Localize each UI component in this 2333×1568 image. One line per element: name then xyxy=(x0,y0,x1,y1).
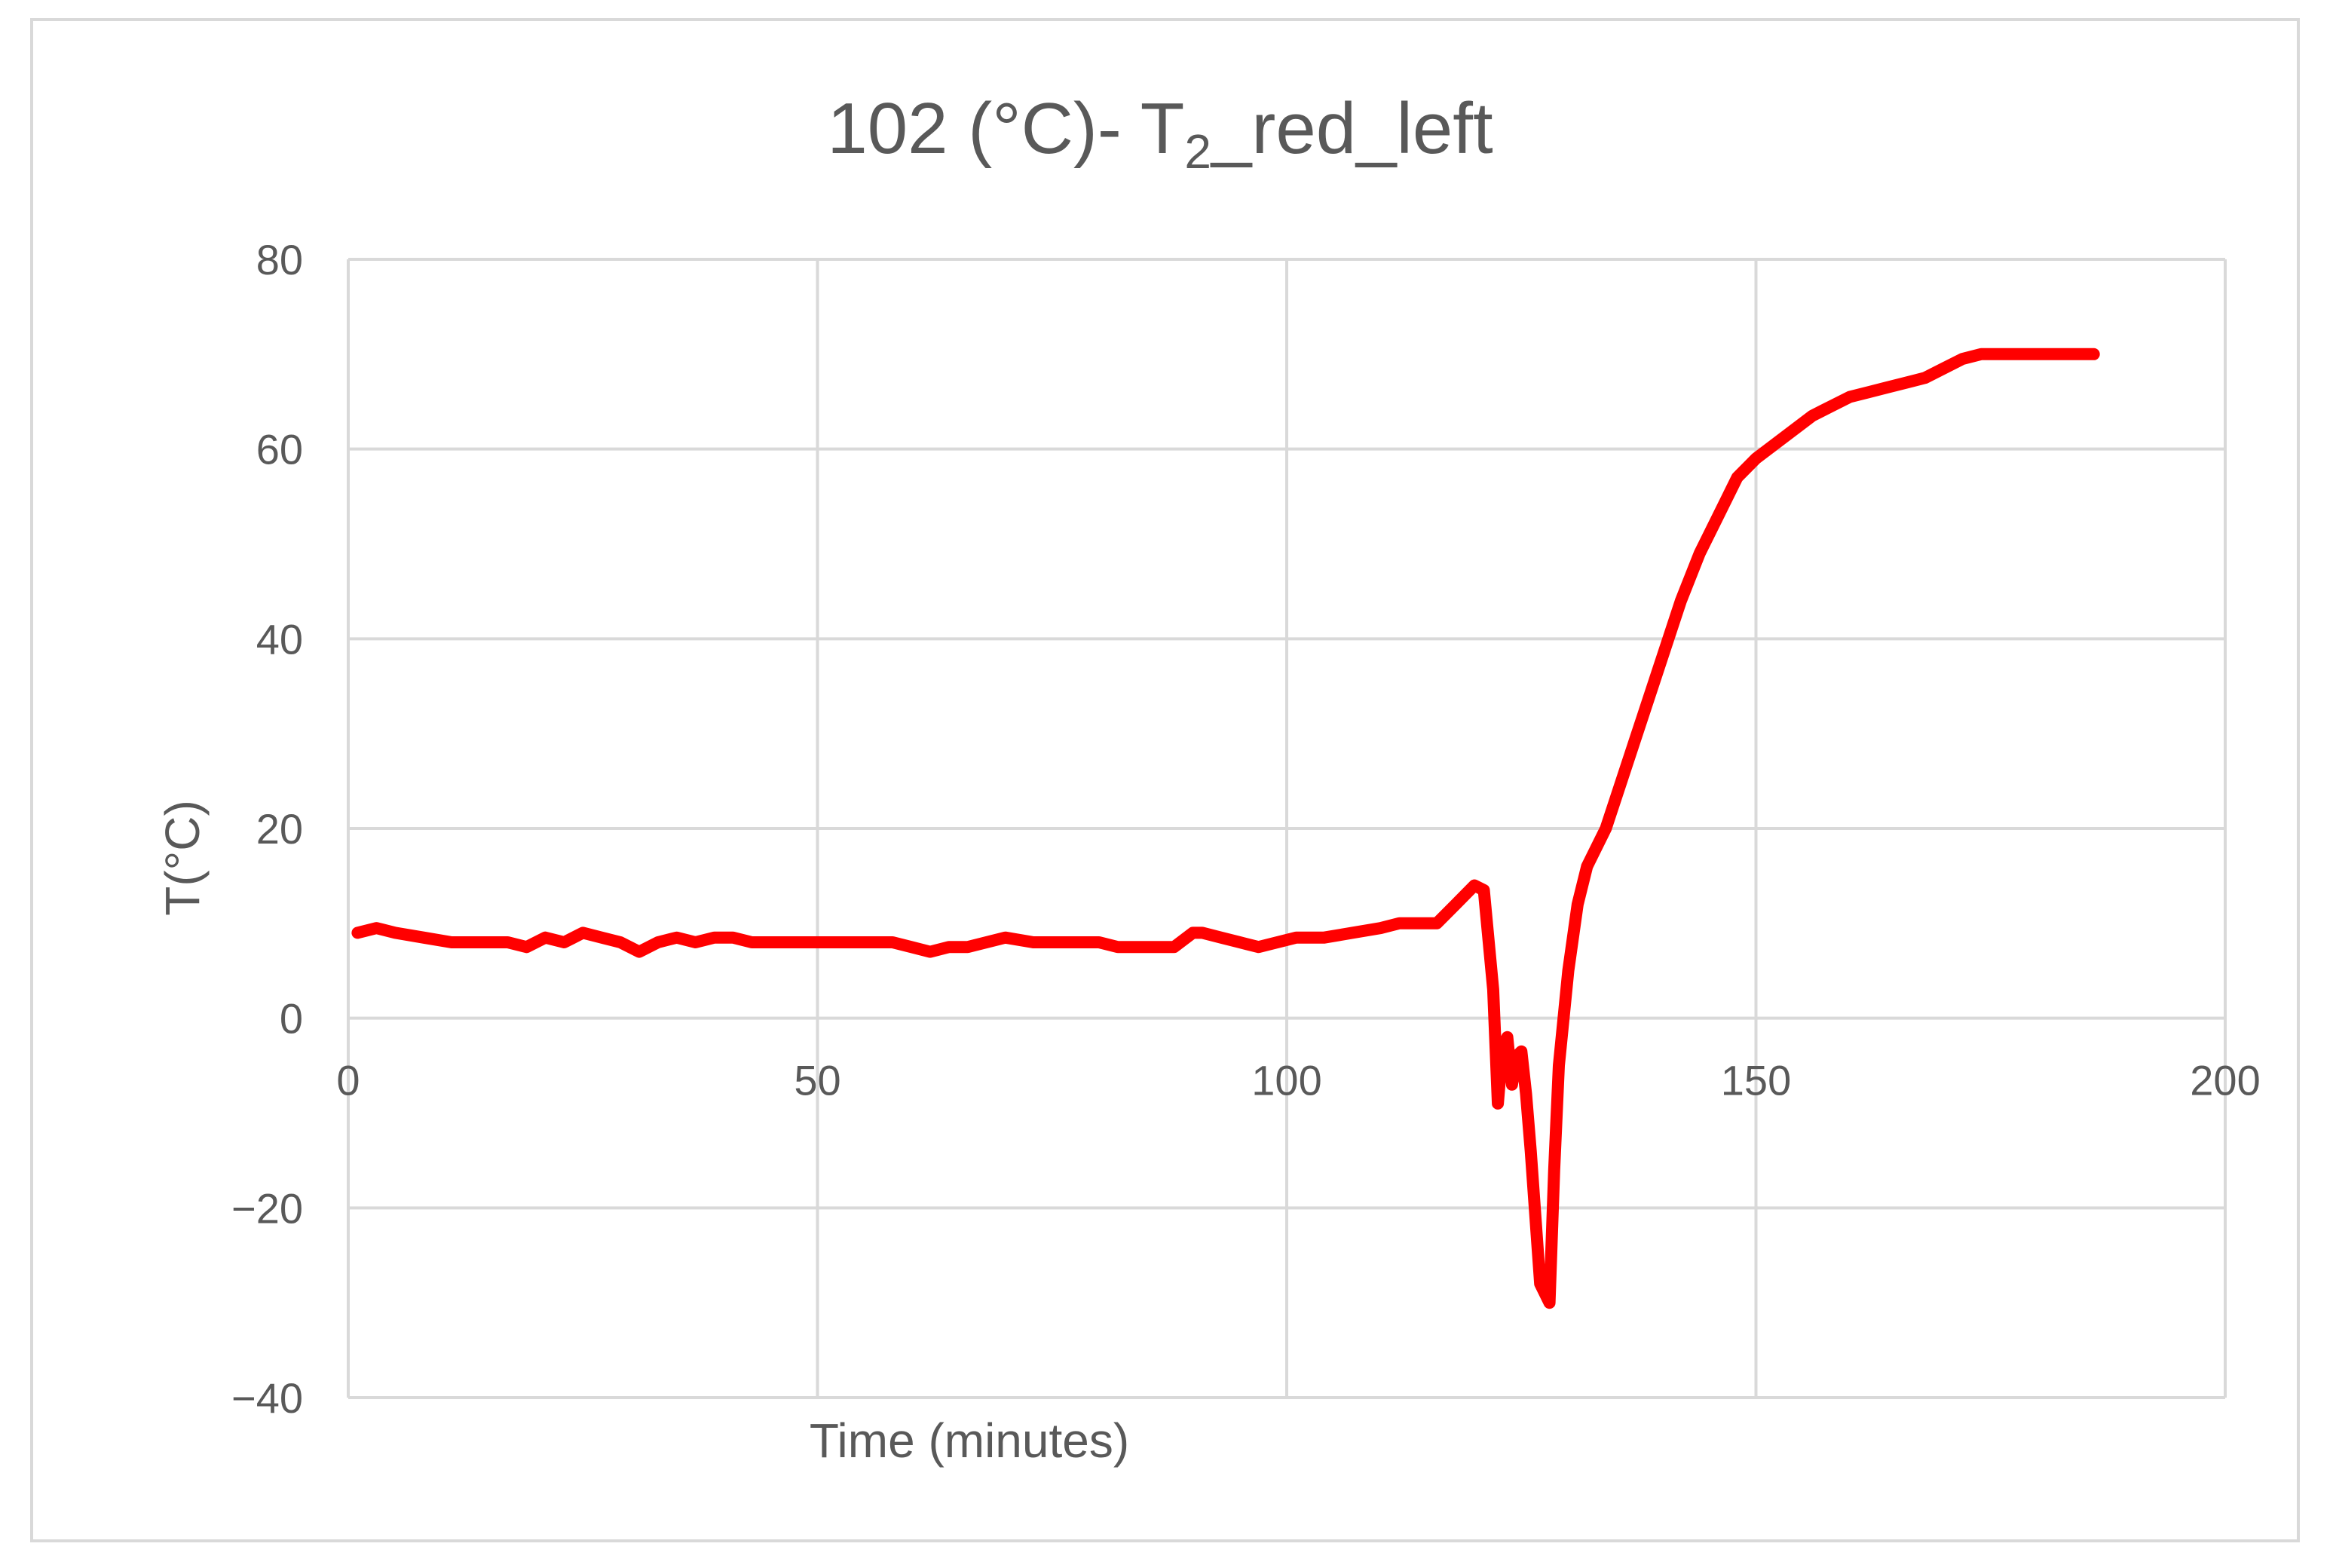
y-axis-title: T(°C) xyxy=(155,800,210,916)
y-tick-label: −40 xyxy=(231,1374,303,1422)
y-tick-label: −20 xyxy=(231,1184,303,1232)
x-tick-label: 200 xyxy=(2190,1057,2260,1104)
y-tick-label: 20 xyxy=(256,805,303,853)
x-tick-label: 50 xyxy=(794,1057,840,1104)
y-tick-label: 0 xyxy=(280,995,303,1043)
series-line xyxy=(351,348,2100,1309)
chart-title: 102 (°C)- T2_red_left xyxy=(827,88,1493,179)
y-tick-label: 40 xyxy=(256,615,303,663)
chart-title-subscript: 2 xyxy=(1184,124,1211,179)
gridlines xyxy=(348,258,2227,1399)
x-tick-label: 0 xyxy=(336,1057,360,1104)
chart-title-suffix: _red_left xyxy=(1210,88,1493,169)
x-tick-label: 150 xyxy=(1721,1057,1791,1104)
y-tick-label: 80 xyxy=(256,236,303,283)
x-tick-label: 100 xyxy=(1251,1057,1321,1104)
chart-frame: −40 −20 0 20 40 60 80 0 50 100 150 200 102 (°C)- T2… xyxy=(30,18,2300,1542)
x-axis-title: Time (minutes) xyxy=(810,1413,1129,1468)
axes: −40 −20 0 20 40 60 80 0 50 100 150 200 xyxy=(231,236,2261,1422)
y-tick-label: 60 xyxy=(256,426,303,473)
chart-title-main: 102 (°C)- T xyxy=(827,88,1184,169)
series-layer xyxy=(351,348,2100,1309)
line-chart: −40 −20 0 20 40 60 80 0 50 100 150 200 102 (°C)- T2… xyxy=(155,88,2261,1468)
